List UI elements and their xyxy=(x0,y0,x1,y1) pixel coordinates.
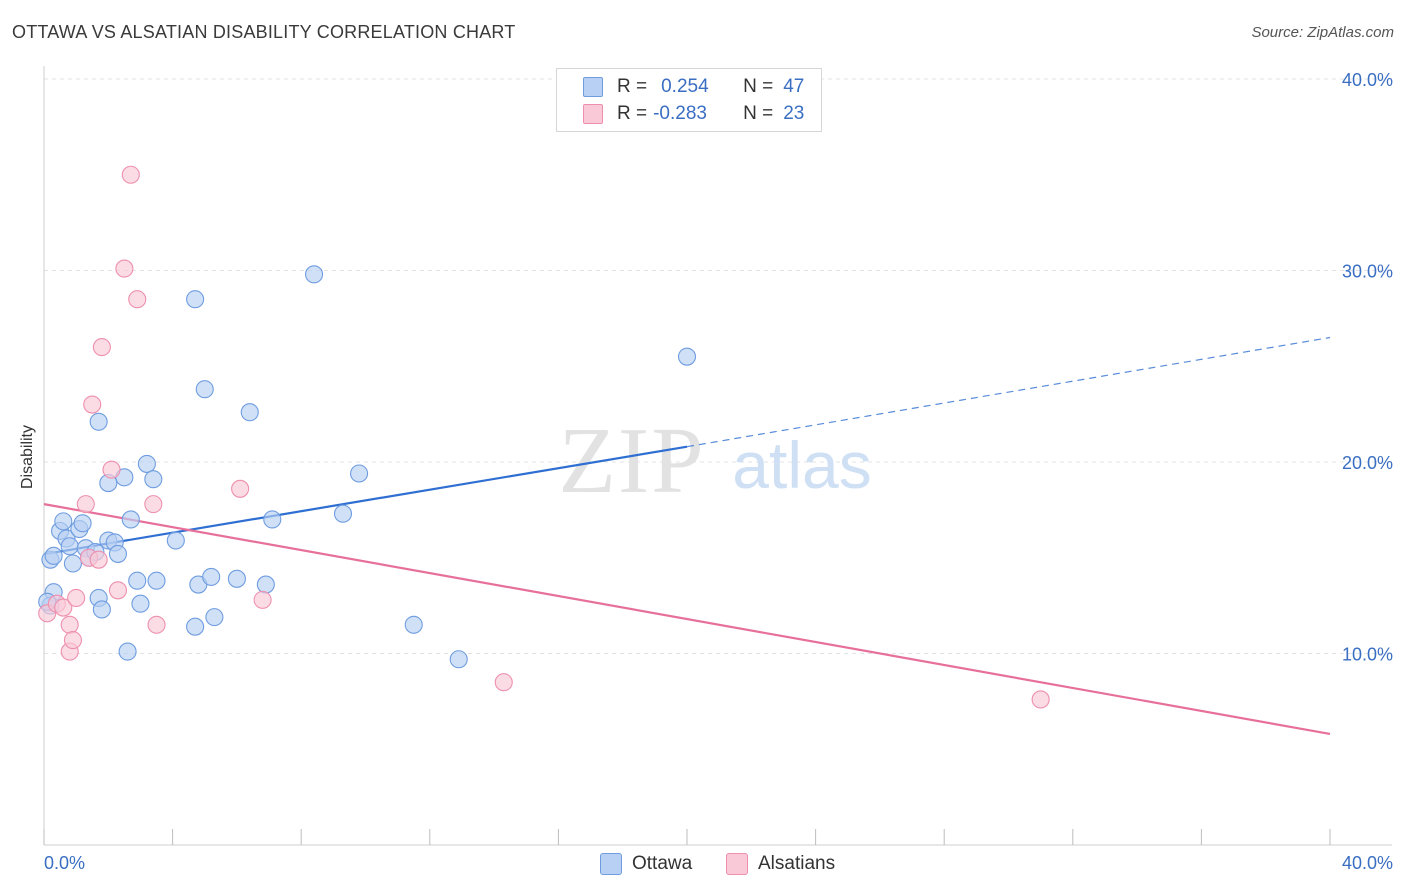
ottawa-point xyxy=(128,571,147,590)
ottawa-point xyxy=(144,470,163,489)
alsatians-point xyxy=(147,615,166,634)
ottawa-point xyxy=(186,617,205,636)
ottawa-point xyxy=(60,537,79,556)
legend-swatch-alsatians xyxy=(583,104,603,124)
ottawa-trend-line xyxy=(45,445,688,556)
legend-swatch-ottawa xyxy=(600,853,622,875)
legend-swatch-alsatians xyxy=(726,853,748,875)
ottawa-point xyxy=(186,290,205,309)
x-tick-label: 40.0% xyxy=(1342,853,1393,873)
ottawa-point xyxy=(63,554,82,573)
legend-item-alsatians: Alsatians xyxy=(726,852,835,876)
ottawa-trend-extension xyxy=(686,336,1331,448)
legend-item-ottawa: Ottawa xyxy=(600,852,692,876)
alsatians-point xyxy=(144,495,163,514)
ottawa-point xyxy=(121,510,140,529)
ottawa-point xyxy=(118,642,137,661)
ottawa-point xyxy=(202,567,221,586)
ottawa-point xyxy=(227,569,246,588)
watermark-zip: ZIP xyxy=(559,409,706,513)
data-points xyxy=(38,165,1050,709)
ottawa-point xyxy=(205,608,224,627)
ottawa-point xyxy=(305,265,324,284)
r-value: 0.254 xyxy=(661,76,709,97)
r-value: -0.283 xyxy=(653,103,707,124)
axes xyxy=(43,66,1392,846)
ottawa-point xyxy=(195,380,214,399)
legend-swatch-ottawa xyxy=(583,77,603,97)
ottawa-point xyxy=(137,454,156,473)
alsatians-trend-line xyxy=(43,503,1331,736)
legend-row-ottawa: R = 0.254 N = 47 xyxy=(583,75,804,99)
ottawa-point xyxy=(44,546,63,565)
alsatians-point xyxy=(1031,690,1050,709)
x-tick-label: 0.0% xyxy=(44,853,85,873)
alsatians-point xyxy=(63,631,82,650)
stats-legend: R = 0.254 N = 47 R = -0.283 N = 23 xyxy=(556,68,822,132)
ottawa-point xyxy=(147,571,166,590)
ottawa-point xyxy=(89,412,108,431)
y-tick-label: 30.0% xyxy=(1342,262,1393,282)
ottawa-point xyxy=(108,544,127,563)
ottawa-point xyxy=(166,531,185,550)
r-label: R = xyxy=(617,103,648,124)
ottawa-point xyxy=(449,650,468,669)
ottawa-point xyxy=(256,575,275,594)
ottawa-point xyxy=(404,615,423,634)
n-value: 47 xyxy=(783,76,805,97)
tick-labels: 10.0% 20.0% 30.0% 40.0% 0.0% 40.0% xyxy=(44,70,1393,873)
alsatians-point xyxy=(83,395,102,414)
legend-label-alsatians: Alsatians xyxy=(758,853,836,874)
alsatians-point xyxy=(89,550,108,569)
alsatians-point xyxy=(253,590,272,609)
alsatians-point xyxy=(54,598,73,617)
ottawa-point xyxy=(677,347,697,366)
source-label: Source: ZipAtlas.com xyxy=(1251,24,1394,41)
y-tick-label: 20.0% xyxy=(1342,453,1393,473)
ottawa-point xyxy=(333,504,353,523)
alsatians-point xyxy=(102,460,121,479)
y-tick-label: 10.0% xyxy=(1342,645,1393,665)
trend-lines xyxy=(43,336,1331,736)
ottawa-point xyxy=(263,510,282,529)
alsatians-point xyxy=(115,259,134,278)
alsatians-point xyxy=(128,290,147,309)
r-label: R = xyxy=(617,76,648,97)
watermark-atlas: atlas xyxy=(732,428,871,502)
alsatians-point xyxy=(494,673,513,692)
ottawa-point xyxy=(54,512,73,531)
chart-title: OTTAWA VS ALSATIAN DISABILITY CORRELATIO… xyxy=(12,22,516,42)
n-label: N = xyxy=(743,76,774,97)
gridlines xyxy=(44,78,1392,654)
ottawa-point xyxy=(131,594,150,613)
ottawa-point xyxy=(350,464,369,483)
alsatians-point xyxy=(92,338,111,357)
n-label: N = xyxy=(743,103,774,124)
legend-label-ottawa: Ottawa xyxy=(632,853,693,874)
alsatians-point xyxy=(60,615,79,634)
ottawa-point xyxy=(73,514,92,533)
alsatians-point xyxy=(108,581,127,600)
alsatians-point xyxy=(67,588,86,608)
ottawa-point xyxy=(92,600,111,619)
alsatians-point xyxy=(231,479,250,498)
ottawa-point xyxy=(240,403,259,422)
alsatians-point xyxy=(121,165,140,184)
n-value: 23 xyxy=(783,103,805,124)
y-tick-label: 40.0% xyxy=(1342,70,1393,90)
watermark: ZIP atlas xyxy=(559,409,872,513)
legend-row-alsatians: R = -0.283 N = 23 xyxy=(583,102,804,126)
alsatians-point xyxy=(76,495,95,514)
